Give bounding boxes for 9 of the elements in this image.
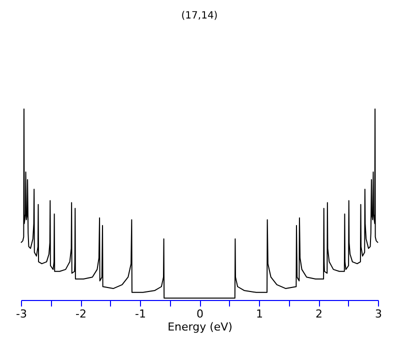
chart-title: (17,14) bbox=[181, 10, 218, 22]
x-tick-label: 2 bbox=[316, 308, 322, 320]
x-tick-label: 0 bbox=[196, 308, 204, 320]
x-tick-label: -3 bbox=[16, 308, 27, 320]
x-tick-label: 1 bbox=[256, 308, 263, 320]
x-tick-label: -1 bbox=[135, 308, 146, 320]
x-tick-label: 3 bbox=[375, 308, 382, 320]
x-tick-label: -2 bbox=[76, 308, 86, 320]
x-axis-title: Energy (eV) bbox=[168, 320, 232, 334]
